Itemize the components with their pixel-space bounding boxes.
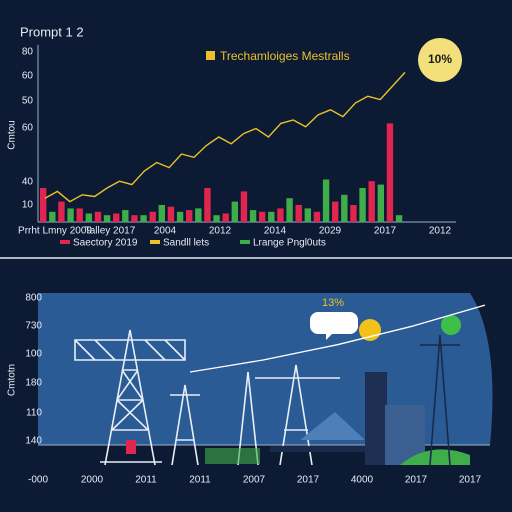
y-axis-label: Cmtotn: [7, 364, 18, 396]
bar: [131, 215, 138, 222]
y-tick-label: 80: [22, 47, 34, 58]
x-tick-label: 2017: [459, 475, 482, 486]
speech-bubble: [310, 312, 358, 340]
x-tick-label: 2017: [297, 475, 320, 486]
bar: [49, 211, 56, 222]
y-tick-label: 140: [25, 436, 42, 447]
bar: [140, 215, 147, 222]
y-tick-label: 40: [22, 177, 34, 188]
legend-swatch: [150, 240, 160, 244]
sun: [359, 319, 381, 341]
mountain: [300, 412, 365, 440]
bar: [268, 211, 275, 222]
bar: [350, 205, 357, 222]
y-tick-label: 800: [25, 293, 42, 304]
x-tick-label: 2000: [81, 475, 104, 486]
hill: [400, 449, 470, 465]
bar: [186, 210, 193, 222]
x-tick-label: Prrht Lmny 2009: [18, 226, 92, 237]
badge-text: 10%: [428, 52, 452, 66]
bar: [176, 211, 184, 222]
x-tick-label: 2011: [189, 475, 211, 486]
legend-title: Trechamloiges Mestralls: [220, 49, 350, 63]
y-axis-label: Cmtou: [7, 120, 18, 149]
bar: [368, 181, 375, 222]
y-tick-label: 730: [25, 321, 42, 332]
bar: [113, 213, 120, 222]
x-tick-label: -000: [28, 475, 48, 486]
figure: [126, 440, 136, 454]
bar: [94, 211, 102, 222]
tower: [420, 334, 460, 466]
bar: [40, 188, 47, 222]
x-tick-label: 2007: [243, 475, 266, 486]
bar: [122, 210, 129, 222]
bar: [67, 208, 74, 222]
bar: [240, 191, 248, 222]
bar: [103, 215, 111, 222]
y-tick-label: 180: [25, 378, 42, 389]
bar: [395, 215, 403, 222]
field: [205, 448, 260, 464]
bar: [213, 215, 220, 222]
line: [189, 304, 486, 373]
bar: [204, 188, 211, 222]
building: [365, 372, 387, 465]
bar: [149, 211, 156, 222]
green-dot: [441, 315, 461, 335]
badge: [418, 38, 462, 82]
x-tick-label: Talley 2017: [85, 226, 136, 237]
x-tick-label: 2011: [135, 475, 157, 486]
y-tick-label: 110: [26, 408, 42, 419]
bar: [332, 201, 339, 222]
x-tick-label: 2012: [209, 226, 232, 237]
bar: [259, 211, 266, 222]
y-tick-label: 10: [22, 200, 34, 211]
bar: [286, 198, 293, 222]
bar: [377, 184, 385, 222]
legend-swatch: [240, 240, 250, 244]
bar: [386, 123, 394, 222]
chart-title: Prompt 1 2: [20, 24, 84, 39]
legend-swatch: [206, 51, 215, 60]
bar: [85, 213, 93, 222]
bar: [249, 210, 257, 222]
x-tick-label: 2012: [429, 226, 452, 237]
bar: [295, 205, 302, 222]
badge-text: 13%: [322, 297, 344, 309]
bar: [158, 205, 166, 222]
bridge: [270, 446, 380, 452]
bar: [58, 201, 65, 222]
y-tick-label: 60: [22, 123, 34, 134]
bar: [277, 208, 284, 222]
bar: [195, 208, 202, 222]
bar: [222, 213, 229, 222]
x-tick-label: 2017: [405, 475, 428, 486]
y-tick-label: 50: [22, 96, 34, 107]
line: [44, 71, 406, 203]
tower: [74, 329, 340, 466]
x-tick-label: 2017: [374, 226, 397, 237]
y-tick-label: 100: [25, 349, 42, 360]
bar: [231, 201, 239, 222]
y-tick-label: 60: [22, 71, 34, 82]
bar: [322, 179, 330, 222]
bar: [359, 188, 366, 222]
bar: [76, 208, 83, 222]
legend-label: Lrange Pngl0uts: [253, 238, 326, 249]
bar: [304, 208, 312, 222]
legend-label: Sandll lets: [163, 238, 209, 249]
legend-label: Saectory 2019: [73, 238, 138, 249]
bar: [341, 194, 348, 222]
x-tick-label: 2014: [264, 226, 287, 237]
legend-swatch: [60, 240, 70, 244]
x-tick-label: 2004: [154, 226, 177, 237]
bar: [167, 206, 175, 222]
x-tick-label: 4000: [351, 475, 374, 486]
x-tick-label: 2029: [319, 226, 342, 237]
bar: [313, 211, 321, 222]
